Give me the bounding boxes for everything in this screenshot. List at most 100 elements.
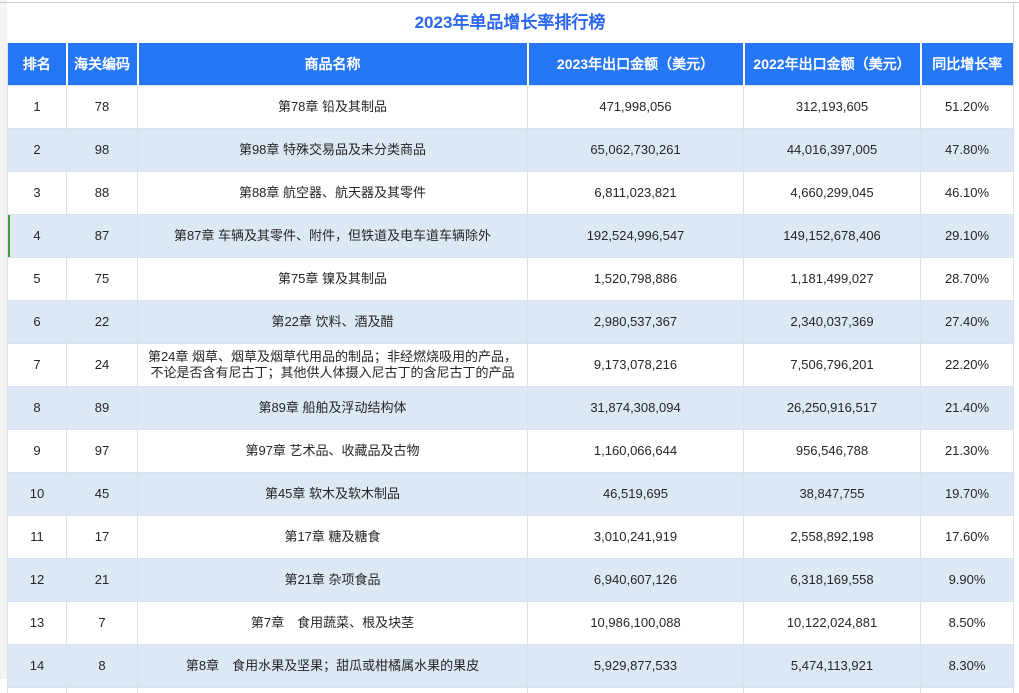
cell-empty xyxy=(744,688,921,693)
cell-export_2022: 2,558,892,198 xyxy=(744,516,921,559)
cell-hs_code: 21 xyxy=(67,559,138,602)
row-highlight-marker xyxy=(8,215,11,257)
cell-name: 第22章 饮料、酒及醋 xyxy=(138,301,528,344)
cell-rank: 13 xyxy=(8,602,67,645)
column-header-3: 商品名称 xyxy=(138,43,528,86)
cell-export_2023: 6,940,607,126 xyxy=(528,559,744,602)
cell-export_2022: 2,340,037,369 xyxy=(744,301,921,344)
cell-export_2022: 4,660,299,045 xyxy=(744,172,921,215)
page-title: 2023年单品增长率排行榜 xyxy=(7,3,1013,43)
cell-growth: 47.80% xyxy=(921,129,1014,172)
cell-export_2022: 38,847,755 xyxy=(744,473,921,516)
cell-rank: 10 xyxy=(8,473,67,516)
cell-growth: 8.30% xyxy=(921,645,1014,688)
cell-name: 第78章 铅及其制品 xyxy=(138,86,528,129)
cell-name: 第87章 车辆及其零件、附件，但铁道及电车道车辆除外 xyxy=(138,215,528,258)
cell-name: 第98章 特殊交易品及未分类商品 xyxy=(138,129,528,172)
cell-export_2023: 6,811,023,821 xyxy=(528,172,744,215)
cell-hs_code: 17 xyxy=(67,516,138,559)
cell-export_2022: 26,250,916,517 xyxy=(744,387,921,430)
cell-growth: 29.10% xyxy=(921,215,1014,258)
cell-export_2023: 10,986,100,088 xyxy=(528,602,744,645)
cell-name: 第7章 食用蔬菜、根及块茎 xyxy=(138,602,528,645)
cell-rank: 14 xyxy=(8,645,67,688)
cell-rank: 2 xyxy=(8,129,67,172)
cell-rank: 4 xyxy=(8,215,67,258)
cell-export_2023: 471,998,056 xyxy=(528,86,744,129)
cell-growth: 28.70% xyxy=(921,258,1014,301)
cell-name: 第89章 船舶及浮动结构体 xyxy=(138,387,528,430)
cell-hs_code: 97 xyxy=(67,430,138,473)
cell-hs_code: 87 xyxy=(67,215,138,258)
cell-hs_code: 98 xyxy=(67,129,138,172)
cell-export_2023: 2,980,537,367 xyxy=(528,301,744,344)
cell-rank: 8 xyxy=(8,387,67,430)
cell-export_2022: 149,152,678,406 xyxy=(744,215,921,258)
cell-name: 第88章 航空器、航天器及其零件 xyxy=(138,172,528,215)
cell-export_2022: 312,193,605 xyxy=(744,86,921,129)
cell-export_2022: 5,474,113,921 xyxy=(744,645,921,688)
cell-rank: 9 xyxy=(8,430,67,473)
left-gutter xyxy=(0,0,7,679)
cell-export_2023: 3,010,241,919 xyxy=(528,516,744,559)
cell-empty xyxy=(921,688,1014,693)
cell-hs_code: 78 xyxy=(67,86,138,129)
cell-rank: 1 xyxy=(8,86,67,129)
cell-export_2022: 7,506,796,201 xyxy=(744,344,921,387)
cell-export_2023: 1,160,066,644 xyxy=(528,430,744,473)
cell-growth: 17.60% xyxy=(921,516,1014,559)
column-header-2: 海关编码 xyxy=(67,43,138,86)
cell-export_2022: 44,016,397,005 xyxy=(744,129,921,172)
cell-hs_code: 88 xyxy=(67,172,138,215)
cell-name: 第45章 软木及软木制品 xyxy=(138,473,528,516)
cell-growth: 51.20% xyxy=(921,86,1014,129)
cell-rank: 6 xyxy=(8,301,67,344)
cell-growth: 21.40% xyxy=(921,387,1014,430)
cell-growth: 46.10% xyxy=(921,172,1014,215)
cell-growth: 9.90% xyxy=(921,559,1014,602)
cell-export_2023: 65,062,730,261 xyxy=(528,129,744,172)
cell-export_2023: 192,524,996,547 xyxy=(528,215,744,258)
cell-export_2023: 1,520,798,886 xyxy=(528,258,744,301)
cell-name: 第75章 镍及其制品 xyxy=(138,258,528,301)
cell-rank: 5 xyxy=(8,258,67,301)
cell-hs_code: 75 xyxy=(67,258,138,301)
cell-export_2022: 6,318,169,558 xyxy=(744,559,921,602)
cell-name: 第17章 糖及糖食 xyxy=(138,516,528,559)
partial-next-row xyxy=(8,688,1014,693)
cell-rank: 3 xyxy=(8,172,67,215)
cell-export_2023: 46,519,695 xyxy=(528,473,744,516)
cell-hs_code: 24 xyxy=(67,344,138,387)
cell-empty xyxy=(138,688,528,693)
cell-empty xyxy=(8,688,67,693)
cell-export_2022: 1,181,499,027 xyxy=(744,258,921,301)
cell-hs_code: 45 xyxy=(67,473,138,516)
cell-name: 第21章 杂项食品 xyxy=(138,559,528,602)
cell-growth: 21.30% xyxy=(921,430,1014,473)
cell-rank: 12 xyxy=(8,559,67,602)
cell-empty xyxy=(528,688,744,693)
cell-export_2023: 9,173,078,216 xyxy=(528,344,744,387)
cell-rank: 11 xyxy=(8,516,67,559)
cell-growth: 27.40% xyxy=(921,301,1014,344)
cell-hs_code: 22 xyxy=(67,301,138,344)
cell-name: 第24章 烟草、烟草及烟草代用品的制品；非经燃烧吸用的产品，不论是否含有尼古丁；… xyxy=(138,344,528,387)
cell-name: 第8章 食用水果及坚果；甜瓜或柑橘属水果的果皮 xyxy=(138,645,528,688)
